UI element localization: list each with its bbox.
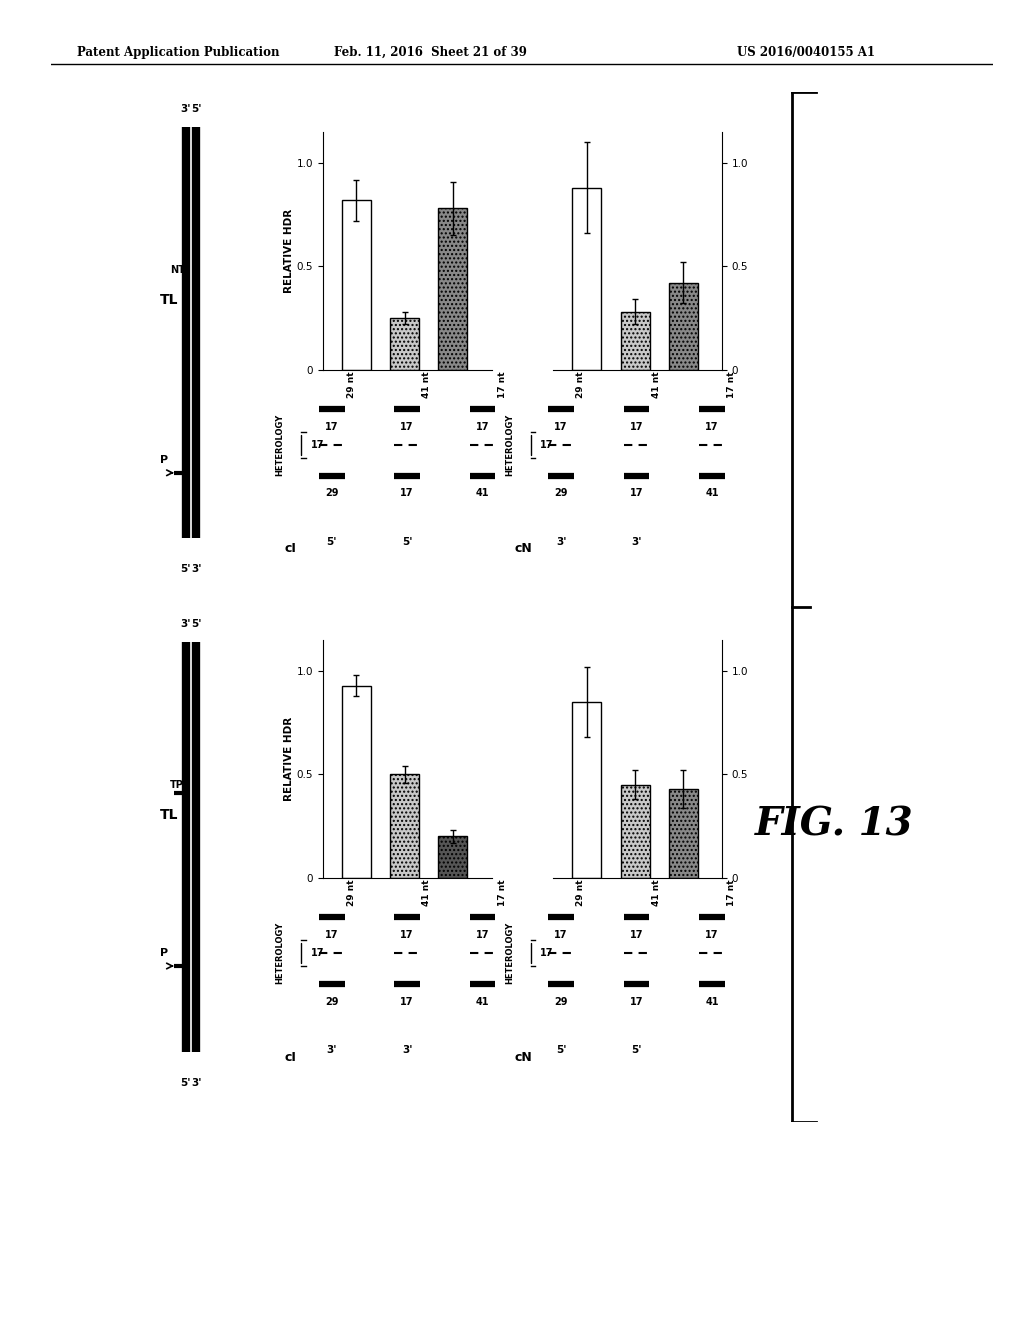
Bar [669, 789, 697, 878]
Text: 41 nt: 41 nt [652, 879, 660, 907]
Text: 17: 17 [706, 931, 719, 940]
Text: 5': 5' [631, 1045, 642, 1055]
Text: 17: 17 [630, 488, 643, 499]
Text: 17 nt: 17 nt [498, 879, 507, 907]
Text: P: P [160, 948, 168, 958]
Text: 17: 17 [310, 440, 324, 450]
Text: FIG. 13: FIG. 13 [756, 807, 913, 843]
Text: 29 nt: 29 nt [577, 879, 586, 907]
Text: 17: 17 [706, 422, 719, 432]
Text: 3': 3' [401, 1045, 413, 1055]
Text: HETEROLOGY: HETEROLOGY [505, 923, 514, 985]
Text: cI: cI [285, 1051, 297, 1064]
Text: TL: TL [160, 293, 179, 308]
Bar [390, 318, 419, 370]
Text: 17: 17 [630, 997, 643, 1007]
Text: 3': 3' [327, 1045, 337, 1055]
Bar [390, 775, 419, 878]
Text: cI: cI [285, 543, 297, 556]
Text: Feb. 11, 2016  Sheet 21 of 39: Feb. 11, 2016 Sheet 21 of 39 [334, 46, 526, 59]
Bar [438, 209, 467, 370]
Text: 17: 17 [325, 931, 339, 940]
Text: HETEROLOGY: HETEROLOGY [275, 923, 285, 985]
Text: 17: 17 [310, 948, 324, 958]
Text: HETEROLOGY: HETEROLOGY [275, 414, 285, 477]
Text: 41: 41 [706, 488, 719, 499]
Text: 5': 5' [556, 1045, 566, 1055]
Bar [669, 282, 697, 370]
Bar [572, 702, 601, 878]
Y-axis label: RELATIVE HDR: RELATIVE HDR [284, 717, 294, 801]
Text: 17: 17 [400, 422, 414, 432]
Text: HETEROLOGY: HETEROLOGY [505, 414, 514, 477]
Text: US 2016/0040155 A1: US 2016/0040155 A1 [737, 46, 876, 59]
Text: 3': 3' [191, 564, 202, 573]
Text: 17 nt: 17 nt [498, 371, 507, 399]
Text: 29: 29 [554, 488, 568, 499]
Text: 3': 3' [631, 537, 642, 546]
Text: 29 nt: 29 nt [347, 879, 356, 907]
Bar [621, 312, 649, 370]
Text: 17: 17 [400, 931, 414, 940]
Text: 5': 5' [327, 537, 337, 546]
Text: 17: 17 [400, 997, 414, 1007]
Text: 5': 5' [191, 104, 202, 115]
Bar [342, 685, 371, 878]
Text: 5': 5' [180, 564, 190, 573]
Text: 5': 5' [180, 1078, 190, 1088]
Text: 17: 17 [325, 422, 339, 432]
Text: cN: cN [514, 1051, 531, 1064]
Text: 17: 17 [554, 422, 568, 432]
Text: 29: 29 [325, 488, 339, 499]
Text: TL: TL [160, 808, 179, 822]
Text: 29: 29 [554, 997, 568, 1007]
Text: 41 nt: 41 nt [652, 371, 660, 399]
Bar [342, 201, 371, 370]
Bar [438, 837, 467, 878]
Text: 3': 3' [556, 537, 566, 546]
Text: 41: 41 [476, 997, 489, 1007]
Text: 17: 17 [540, 440, 553, 450]
Text: P: P [160, 455, 168, 465]
Text: 17 nt: 17 nt [727, 371, 736, 399]
Text: 17: 17 [540, 948, 553, 958]
Text: 17: 17 [476, 931, 489, 940]
Bar [572, 187, 601, 370]
Text: 41: 41 [706, 997, 719, 1007]
Text: 29 nt: 29 nt [347, 371, 356, 399]
Text: 17: 17 [630, 422, 643, 432]
Bar [621, 785, 649, 878]
Text: 3': 3' [180, 104, 190, 115]
Text: 41 nt: 41 nt [423, 879, 431, 907]
Text: 17: 17 [630, 931, 643, 940]
Text: 41 nt: 41 nt [423, 371, 431, 399]
Y-axis label: RELATIVE HDR: RELATIVE HDR [284, 209, 294, 293]
Text: 17: 17 [554, 931, 568, 940]
Text: TP: TP [170, 780, 184, 789]
Text: 29: 29 [325, 997, 339, 1007]
Text: 29 nt: 29 nt [577, 371, 586, 399]
Text: 17 nt: 17 nt [727, 879, 736, 907]
Text: 17: 17 [400, 488, 414, 499]
Text: 3': 3' [191, 1078, 202, 1088]
Text: cN: cN [514, 543, 531, 556]
Text: Patent Application Publication: Patent Application Publication [77, 46, 280, 59]
Text: 5': 5' [401, 537, 413, 546]
Text: 5': 5' [191, 619, 202, 630]
Text: NT: NT [170, 265, 185, 275]
Text: 17: 17 [476, 422, 489, 432]
Text: 41: 41 [476, 488, 489, 499]
Text: 3': 3' [180, 619, 190, 630]
